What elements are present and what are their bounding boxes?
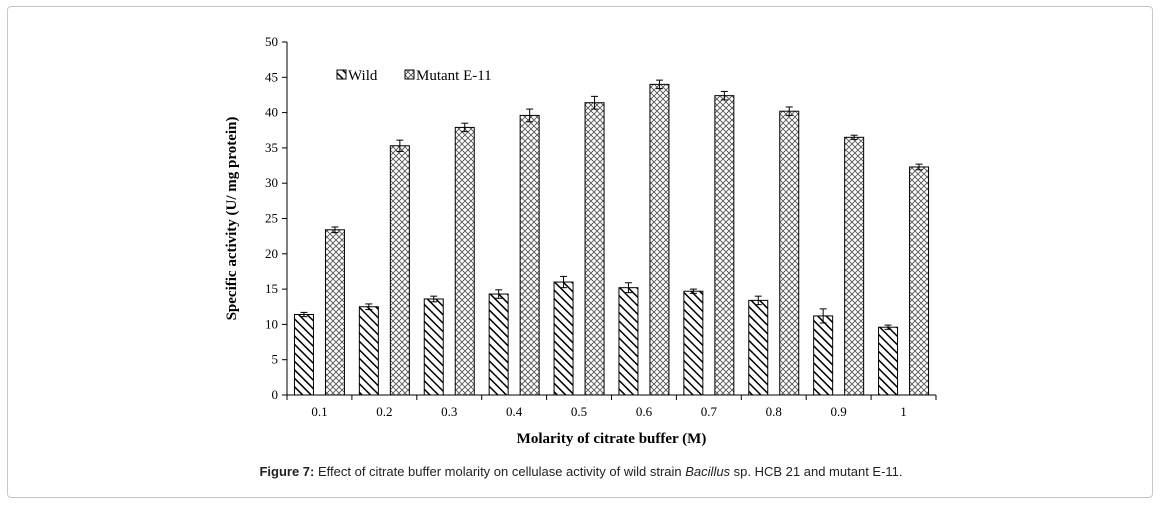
x-axis-title: Molarity of citrate buffer (M) <box>517 431 707 447</box>
y-tick-label: 30 <box>265 175 278 190</box>
caption-text-after: sp. HCB 21 and mutant E-11. <box>730 464 903 479</box>
bar-mutant <box>844 136 865 396</box>
legend-swatch-wild <box>336 69 347 80</box>
bar-mutant <box>389 145 410 396</box>
x-tick-label: 0.4 <box>506 404 523 419</box>
legend: Wild Mutant E-11 <box>336 68 492 84</box>
bar-wild <box>553 281 574 396</box>
bar-mutant <box>519 114 540 396</box>
x-tick-label: 1 <box>900 404 907 419</box>
y-tick-label: 45 <box>265 69 278 84</box>
y-tick-label: 15 <box>265 281 278 296</box>
x-tick-label: 0.1 <box>311 404 327 419</box>
figure-caption: Figure 7: Effect of citrate buffer molar… <box>0 464 1162 479</box>
y-tick-label: 40 <box>265 105 278 120</box>
legend-label-mutant: Mutant E-11 <box>416 68 492 84</box>
y-axis-title: Specific activity (U/ mg protein) <box>224 117 240 321</box>
x-tick-label: 0.3 <box>441 404 457 419</box>
x-tick-label: 0.7 <box>701 404 718 419</box>
bar-wild <box>878 326 899 396</box>
y-tick-label: 25 <box>265 211 278 226</box>
x-tick-label: 0.2 <box>376 404 392 419</box>
legend-label-wild: Wild <box>348 68 378 84</box>
x-tick-label: 0.5 <box>571 404 587 419</box>
x-tick-label: 0.8 <box>766 404 782 419</box>
bars <box>293 79 930 396</box>
bar-wild <box>423 298 444 396</box>
caption-text-before: Effect of citrate buffer molarity on cel… <box>314 464 686 479</box>
bar-mutant <box>909 166 930 396</box>
y-tick-label: 5 <box>272 352 279 367</box>
x-tick-label: 0.9 <box>831 404 847 419</box>
figure-frame <box>7 6 1153 498</box>
bar-wild <box>618 287 639 396</box>
bar-wild <box>683 290 704 396</box>
legend-swatch-mutant <box>404 69 415 80</box>
bar-chart: 0 5 10 15 20 25 30 35 40 45 50 0.1 0.2 0.3 0.4 0.5 0.6 0.… <box>224 34 937 447</box>
y-tick-label: 0 <box>272 387 279 402</box>
bar-mutant <box>779 110 800 396</box>
caption-italic: Bacillus <box>685 464 731 479</box>
bar-wild <box>293 314 314 396</box>
bar-mutant <box>714 95 735 396</box>
bar-wild <box>748 299 769 396</box>
x-tick-label: 0.6 <box>636 404 653 419</box>
bar-wild <box>358 306 379 396</box>
bar-wild <box>488 293 509 396</box>
bar-mutant <box>454 126 475 396</box>
bar-mutant <box>324 229 345 396</box>
y-tick-label: 35 <box>265 140 278 155</box>
y-tick-label: 20 <box>265 246 278 261</box>
y-tick-label: 10 <box>265 316 278 331</box>
bar-wild <box>813 315 834 396</box>
caption-label: Figure 7: <box>259 464 315 479</box>
bar-mutant <box>584 102 605 396</box>
y-tick-label: 50 <box>265 34 278 49</box>
bar-mutant <box>649 83 670 396</box>
